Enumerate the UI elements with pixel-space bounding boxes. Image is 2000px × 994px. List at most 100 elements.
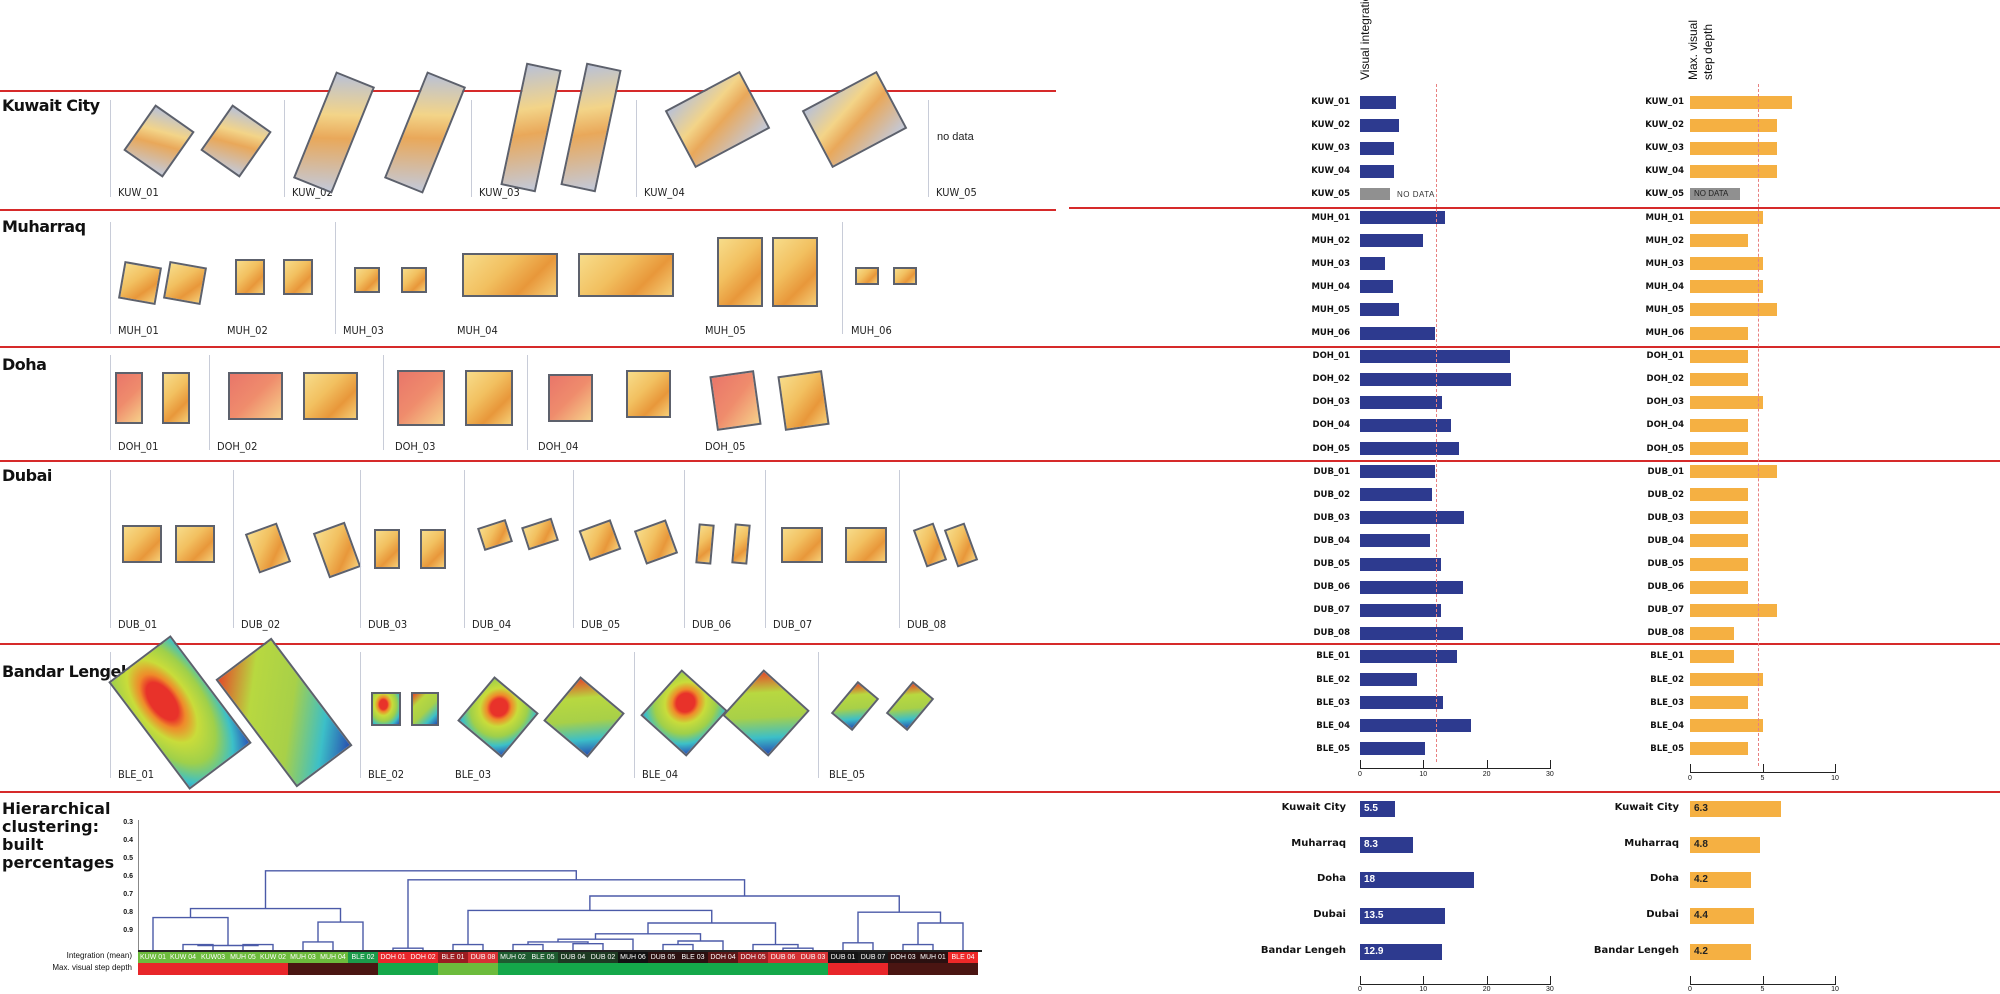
- plan-divider: [634, 652, 635, 778]
- house-label: KUW_04: [644, 186, 685, 199]
- dendrogram-leaf-label: BLE 02: [348, 952, 378, 963]
- plan-divider: [110, 470, 111, 628]
- plan-divider: [765, 470, 766, 628]
- integration-tick: [1549, 760, 1551, 769]
- step-depth-category-label: BLE_01: [1650, 651, 1684, 662]
- step-depth-category-label: DOH_05: [1646, 443, 1684, 454]
- summary-integration-tick: [1486, 976, 1488, 985]
- dendrogram-link: [407, 879, 746, 949]
- dendrogram-leaf-label: DUB 01: [828, 952, 858, 963]
- integration-strip-label: Integration (mean): [66, 951, 132, 960]
- integration-x-axis: [1360, 768, 1550, 769]
- house-label: KUW_05: [936, 186, 977, 199]
- summary-integration-bar: 5.5: [1360, 801, 1395, 817]
- integration-category-label: DUB_07: [1313, 605, 1350, 616]
- step-depth-bar: [1690, 418, 1748, 432]
- step-depth-no-data-bar: NO DATA: [1690, 188, 1740, 201]
- step-depth-bar: [1690, 719, 1763, 733]
- step-depth-bar: [1690, 488, 1748, 502]
- integration-category-label: KUW_01: [1311, 97, 1350, 107]
- step-depth-bar: [1690, 141, 1777, 155]
- summary-integration-tick-label: 0: [1358, 986, 1362, 993]
- floor-plan-image: [912, 522, 948, 568]
- no-data-note: no data: [937, 131, 974, 143]
- step-depth-category-label: MUH_03: [1645, 258, 1684, 269]
- dendrogram-link: [264, 870, 577, 909]
- integration-category-label: DOH_03: [1312, 397, 1350, 408]
- integration-bar: [1360, 673, 1417, 686]
- dendrogram-leaf-label: KUW03: [198, 952, 228, 963]
- step-depth-category-label: KUW_05: [1645, 189, 1684, 200]
- summary-integration-bar: 18: [1360, 872, 1474, 889]
- integration-tick-label: 0: [1358, 771, 1362, 778]
- step-depth-bar: [1690, 349, 1748, 363]
- city-title-bandar-lengeh: Bandar Lengeh: [2, 662, 132, 681]
- house-label: BLE_02: [368, 768, 405, 781]
- summary-integration-city-label: Dubai: [1313, 909, 1346, 921]
- floor-plan-image: [625, 370, 671, 418]
- dendrogram-leaf-label: DOH 03: [888, 952, 918, 963]
- integration-category-label: DOH_02: [1312, 374, 1350, 385]
- plan-divider: [233, 470, 234, 628]
- house-label: DUB_06: [692, 618, 732, 631]
- step-depth-category-label: MUH_02: [1645, 235, 1684, 246]
- summary-step-depth-city-label: Muharraq: [1624, 837, 1679, 849]
- step-depth-segment: [498, 963, 828, 975]
- plan-divider: [360, 652, 361, 778]
- dendrogram-y-tick-label: 0.8: [123, 909, 133, 916]
- floor-plan-image: [354, 267, 380, 293]
- house-label: DUB_07: [773, 618, 813, 631]
- floor-plan-image: [772, 237, 818, 307]
- dendrogram-leaf-label: MUH 06: [618, 952, 648, 963]
- floor-plan-image: [664, 70, 770, 168]
- integration-category-label: KUW_04: [1311, 166, 1350, 177]
- step-depth-category-label: MUH_06: [1645, 328, 1684, 338]
- step-depth-category-label: BLE_03: [1650, 697, 1684, 708]
- floor-plan-image: [893, 267, 917, 285]
- floor-plan-image: [465, 370, 513, 426]
- floor-plan-image: [244, 522, 292, 574]
- step-depth-category-label: DUB_01: [1647, 466, 1684, 477]
- floor-plan-image: [830, 680, 880, 732]
- step-depth-category-label: DUB_08: [1647, 628, 1684, 639]
- summary-step-depth-city-label: Kuwait City: [1614, 802, 1679, 813]
- step-depth-bar: [1690, 234, 1748, 248]
- integration-category-label: DUB_05: [1313, 559, 1350, 569]
- plan-divider: [284, 100, 285, 197]
- dendrogram-leaf-label: KUW 01: [138, 952, 168, 963]
- integration-bar: [1360, 280, 1393, 294]
- plan-divider: [209, 355, 210, 450]
- step-depth-category-label: DUB_07: [1647, 605, 1684, 616]
- plan-divider: [383, 355, 384, 450]
- summary-integration-city-label: Doha: [1316, 873, 1346, 885]
- house-label: BLE_03: [455, 768, 492, 781]
- section-separator: [0, 791, 2000, 793]
- step-depth-bar: [1690, 603, 1777, 617]
- step-depth-bar: [1690, 534, 1748, 548]
- integration-category-label: BLE_04: [1316, 720, 1350, 731]
- step-depth-tick-label: 5: [1760, 775, 1765, 782]
- dendrogram-leaf-label: KUW 02: [258, 952, 288, 963]
- integration-bar: [1360, 95, 1397, 109]
- integration-category-label: KUW_02: [1311, 120, 1350, 131]
- summary-step-depth-bar: 4.2: [1690, 943, 1751, 960]
- integration-tick: [1360, 760, 1361, 769]
- dendrogram-leaf-label: BLE 05: [528, 952, 558, 963]
- integration-chart-title: Visual integration: [1358, 0, 1372, 80]
- integration-tick: [1486, 760, 1488, 769]
- plan-divider: [899, 470, 900, 628]
- step-depth-bar: [1690, 465, 1777, 479]
- plan-divider: [842, 222, 843, 334]
- integration-category-label: DUB_04: [1313, 535, 1350, 546]
- house-label: DUB_04: [472, 618, 512, 631]
- step-depth-bar: [1690, 673, 1763, 686]
- step-depth-category-label: DOH_01: [1646, 351, 1684, 362]
- summary-integration-x-axis: [1360, 984, 1550, 985]
- house-label: MUH_02: [227, 324, 268, 337]
- integration-bar: [1360, 649, 1458, 663]
- dendrogram-leaf-label: BLE 04: [948, 952, 978, 963]
- summary-integration-city-label: Bandar Lengeh: [1260, 944, 1346, 956]
- summary-integration-tick-label: 30: [1545, 986, 1554, 993]
- dendrogram-leaf-label: MUH 05: [228, 952, 258, 963]
- floor-plan-image: [801, 70, 907, 168]
